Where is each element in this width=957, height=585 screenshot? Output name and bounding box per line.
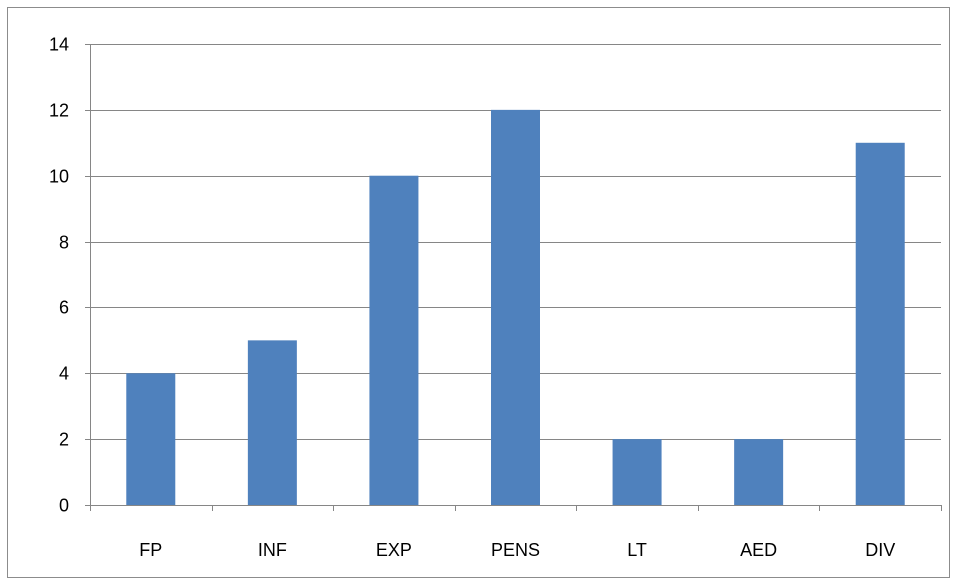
y-tick-label: 4	[59, 364, 69, 384]
bar-series	[126, 109, 905, 506]
x-tick-label: LT	[627, 540, 647, 560]
axes	[85, 44, 942, 511]
x-tick-label: DIV	[865, 540, 895, 560]
x-axis-tick-labels: FP INF EXP PENS LT AED DIV	[139, 540, 895, 560]
y-tick-label: 10	[49, 167, 69, 187]
x-tick-label: PENS	[491, 540, 540, 560]
bar-fp	[126, 373, 176, 505]
x-tick-label: INF	[258, 540, 287, 560]
bar-inf	[247, 340, 297, 505]
y-tick-label: 12	[49, 101, 69, 121]
bar-lt	[612, 439, 662, 505]
bar-pens	[491, 109, 540, 505]
y-tick-label: 0	[59, 496, 69, 516]
bar-exp	[369, 175, 419, 505]
x-tick-label: EXP	[376, 540, 412, 560]
y-tick-label: 14	[49, 35, 69, 55]
y-tick-label: 2	[59, 430, 69, 450]
y-tick-label: 6	[59, 298, 69, 318]
x-tick-label: FP	[139, 540, 162, 560]
y-axis-tick-labels: 0 2 4 6 8 10 12 14	[49, 35, 69, 516]
y-tick-label: 8	[59, 233, 69, 253]
bar-div	[855, 142, 905, 506]
x-tick-label: AED	[740, 540, 777, 560]
bar-aed	[734, 439, 784, 505]
